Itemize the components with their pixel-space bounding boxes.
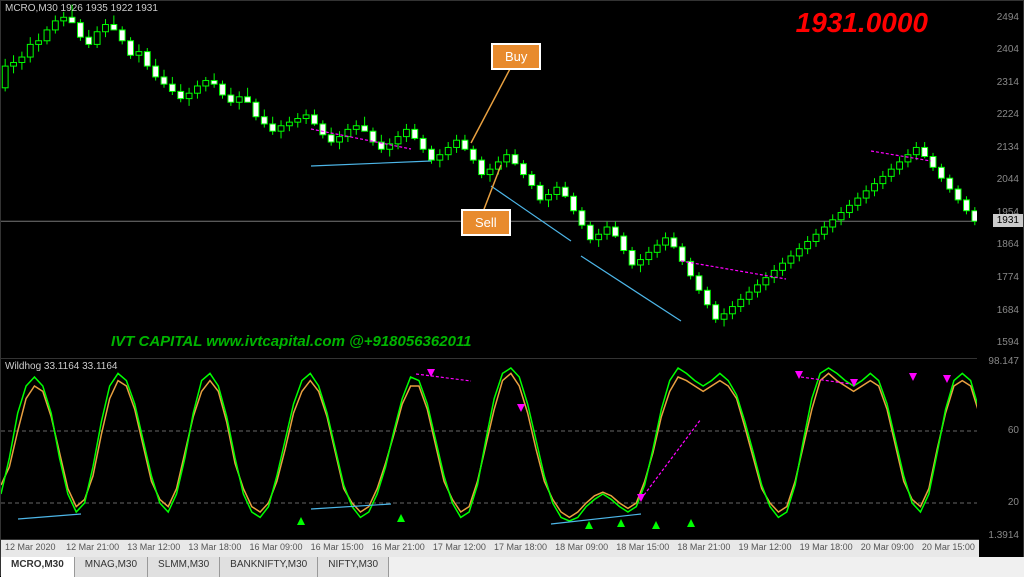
indicator-tick: 20 (1008, 497, 1019, 508)
time-tick: 19 Mar 18:00 (800, 542, 853, 552)
signal-arrow-up-icon (652, 521, 660, 529)
signal-arrow-up-icon (617, 519, 625, 527)
watermark-text: IVT CAPITAL www.ivtcapital.com @+9180563… (111, 333, 471, 350)
indicator-tick: 1.3914 (988, 530, 1019, 541)
chart-window: MCRO,M30 1926 1935 1922 1931 1931.0000 I… (0, 0, 1024, 576)
signal-arrow-up-icon (585, 521, 593, 529)
time-tick: 17 Mar 12:00 (433, 542, 486, 552)
current-price-display: 1931.0000 (796, 7, 928, 39)
time-tick: 17 Mar 18:00 (494, 542, 547, 552)
time-tick: 12 Mar 21:00 (66, 542, 119, 552)
symbol-tab[interactable]: NIFTY,M30 (318, 557, 389, 577)
sell-callout[interactable]: Sell (461, 209, 511, 236)
price-tick: 2314 (997, 77, 1019, 88)
buy-callout[interactable]: Buy (491, 43, 541, 70)
time-tick: 20 Mar 15:00 (922, 542, 975, 552)
signal-arrow-up-icon (397, 514, 405, 522)
indicator-label: Wildhog 33.1164 33.1164 (5, 361, 118, 372)
symbol-tab[interactable]: SLMM,M30 (148, 557, 220, 577)
symbol-tab[interactable]: BANKNIFTY,M30 (220, 557, 318, 577)
time-tick: 12 Mar 2020 (5, 542, 56, 552)
signal-arrow-down-icon (909, 373, 917, 381)
value-axis-lower: 98.147 60 20 1.3914 (977, 359, 1023, 539)
time-tick: 18 Mar 15:00 (616, 542, 669, 552)
price-tick: 2224 (997, 109, 1019, 120)
time-tick: 18 Mar 09:00 (555, 542, 608, 552)
signal-arrow-down-icon (943, 375, 951, 383)
signal-arrow-down-icon (637, 494, 645, 502)
signal-arrow-up-icon (687, 519, 695, 527)
price-tick: 2494 (997, 12, 1019, 23)
indicator-tick: 60 (1008, 425, 1019, 436)
symbol-label: MCRO,M30 1926 1935 1922 1931 (5, 3, 158, 14)
symbol-tab[interactable]: MCRO,M30 (1, 557, 75, 577)
symbol-tab[interactable]: MNAG,M30 (75, 557, 148, 577)
price-tick: 1774 (997, 272, 1019, 283)
signal-arrow-down-icon (427, 369, 435, 377)
price-tick: 2404 (997, 44, 1019, 55)
signal-arrow-down-icon (795, 371, 803, 379)
price-tick: 2134 (997, 142, 1019, 153)
time-tick: 16 Mar 21:00 (372, 542, 425, 552)
time-tick: 20 Mar 09:00 (861, 542, 914, 552)
main-chart-svg (1, 1, 979, 359)
price-tick: 1594 (997, 337, 1019, 348)
price-axis-main: 2494240423142224213420441954186417741684… (977, 1, 1023, 359)
price-tick: 1684 (997, 305, 1019, 316)
signal-arrow-down-icon (850, 379, 858, 387)
main-price-chart[interactable]: MCRO,M30 1926 1935 1922 1931 1931.0000 I… (1, 1, 979, 359)
indicator-chart[interactable]: Wildhog 33.1164 33.1164 (1, 359, 979, 539)
symbol-tabs: MCRO,M30MNAG,M30SLMM,M30BANKNIFTY,M30NIF… (1, 557, 1024, 577)
signal-arrow-up-icon (297, 517, 305, 525)
time-tick: 16 Mar 15:00 (311, 542, 364, 552)
indicator-tick: 98.147 (988, 356, 1019, 367)
time-tick: 13 Mar 12:00 (127, 542, 180, 552)
time-tick: 19 Mar 12:00 (739, 542, 792, 552)
signal-arrow-down-icon (517, 404, 525, 412)
indicator-chart-svg (1, 359, 979, 539)
price-tick: 2044 (997, 174, 1019, 185)
current-price-tag: 1931 (993, 214, 1023, 227)
time-axis: 12 Mar 2020 12 Mar 21:00 13 Mar 12:00 13 Ma… (1, 539, 979, 557)
time-tick: 18 Mar 21:00 (677, 542, 730, 552)
time-tick: 16 Mar 09:00 (250, 542, 303, 552)
time-tick: 13 Mar 18:00 (188, 542, 241, 552)
price-tick: 1864 (997, 239, 1019, 250)
